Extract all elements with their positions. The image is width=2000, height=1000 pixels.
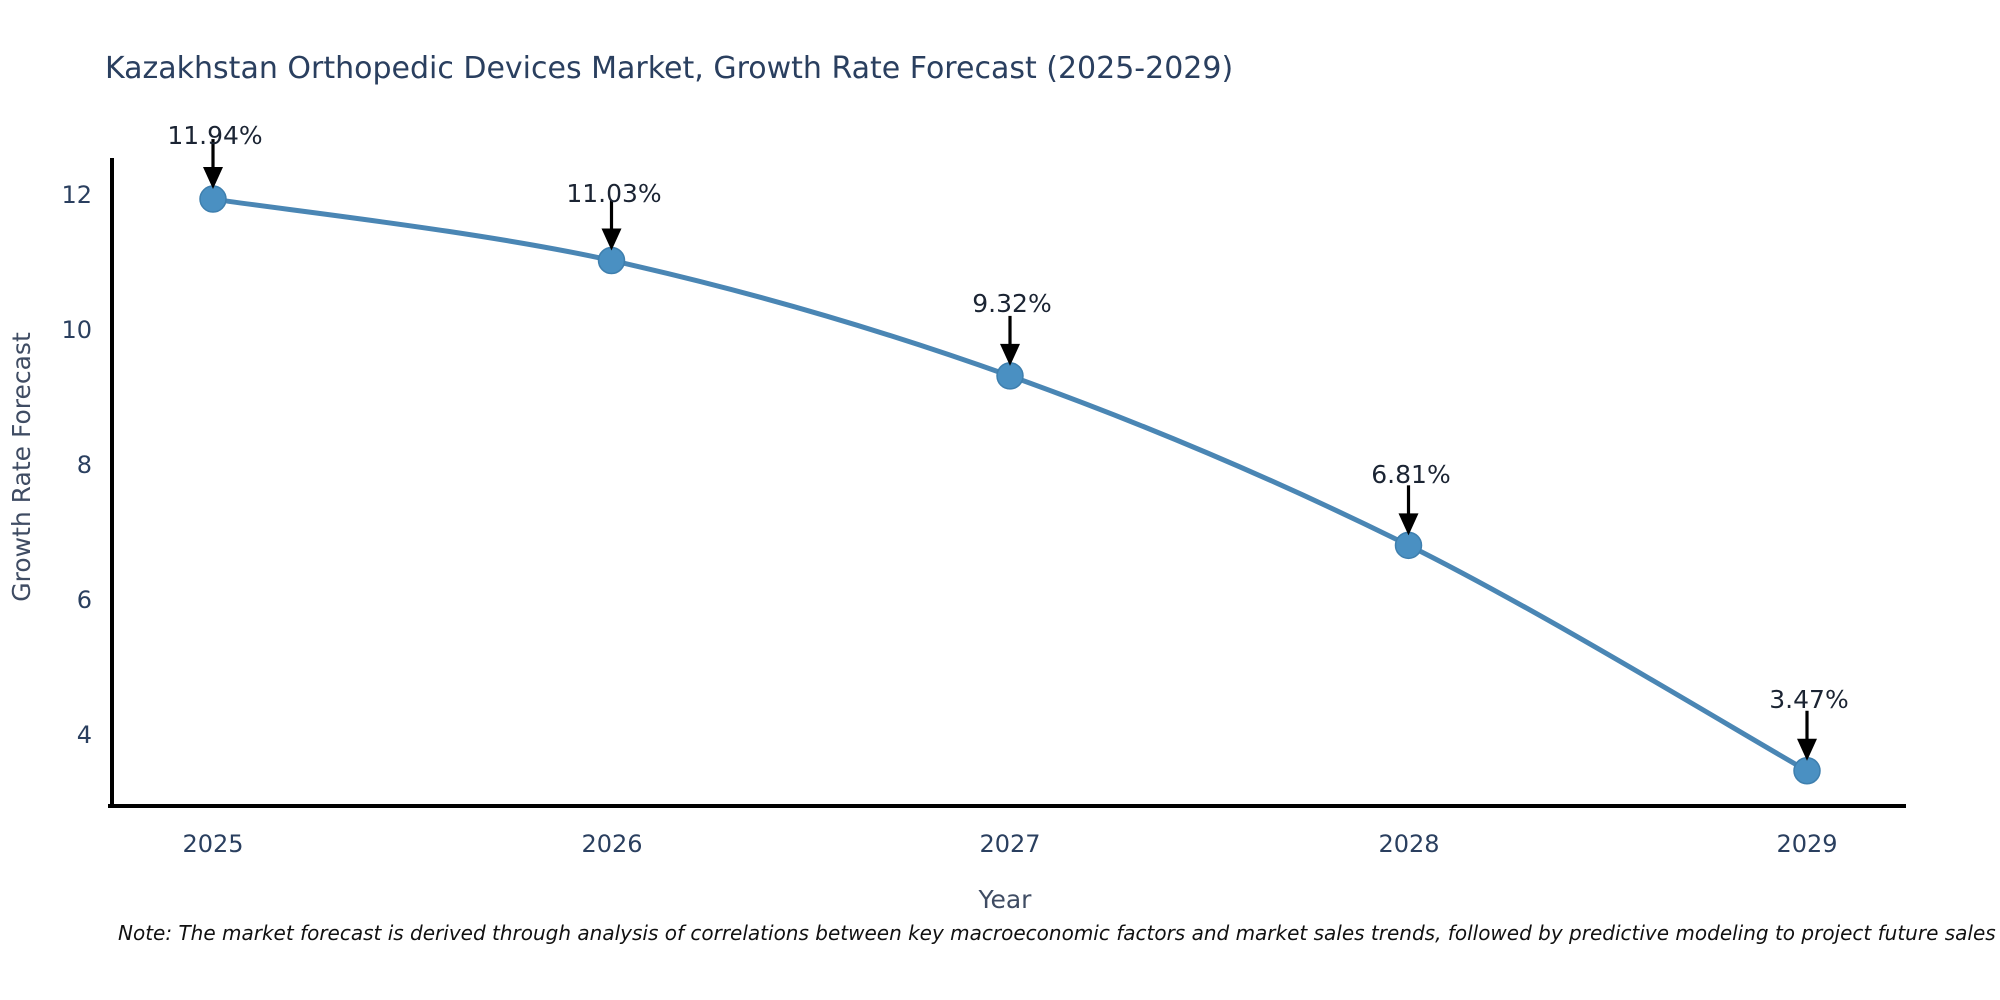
x-axis-title: Year: [978, 885, 1033, 914]
x-tick-label: 2027: [979, 830, 1040, 858]
forecast-line-series: [210, 196, 1810, 774]
annotation-arrow-head-icon: [1000, 343, 1020, 366]
data-point-label: 6.81%: [1371, 460, 1450, 489]
data-point-marker: [1793, 757, 1821, 785]
chart-title: Kazakhstan Orthopedic Devices Market, Gr…: [105, 51, 1233, 86]
data-point-markers: [199, 185, 1821, 785]
data-point-label: 3.47%: [1769, 685, 1848, 714]
y-axis-tick-labels: 12 10 8 6 4: [61, 181, 92, 749]
data-point-marker: [996, 362, 1024, 390]
y-tick-label: 10: [61, 316, 92, 344]
y-tick-label: 4: [77, 721, 92, 749]
chart-footnote: Note: The market forecast is derived thr…: [118, 921, 1996, 945]
data-point-label: 11.94%: [167, 121, 262, 150]
data-point-label: 11.03%: [566, 179, 661, 208]
x-tick-label: 2029: [1776, 830, 1837, 858]
x-tick-label: 2026: [581, 830, 642, 858]
y-axis-title: Growth Rate Forecast: [7, 332, 36, 602]
data-point-marker: [597, 246, 626, 275]
y-tick-label: 12: [61, 181, 92, 209]
annotation-arrow-head-icon: [601, 228, 622, 251]
annotation-arrow-head-icon: [203, 167, 223, 190]
y-tick-label: 8: [77, 451, 92, 479]
x-axis-tick-labels: 2025 2026 2027 2028 2029: [182, 830, 1837, 858]
data-point-marker: [1394, 531, 1423, 560]
annotation-arrows: [203, 139, 1817, 761]
x-tick-label: 2025: [182, 830, 243, 858]
x-tick-label: 2028: [1378, 830, 1439, 858]
data-point-label: 9.32%: [972, 289, 1051, 318]
y-tick-label: 6: [77, 586, 92, 614]
data-point-labels: 11.94% 11.03% 9.32% 6.81% 3.47%: [167, 121, 1848, 714]
data-point-marker: [199, 185, 227, 213]
annotation-arrow-head-icon: [1398, 513, 1419, 536]
annotation-arrow-head-icon: [1797, 738, 1817, 761]
